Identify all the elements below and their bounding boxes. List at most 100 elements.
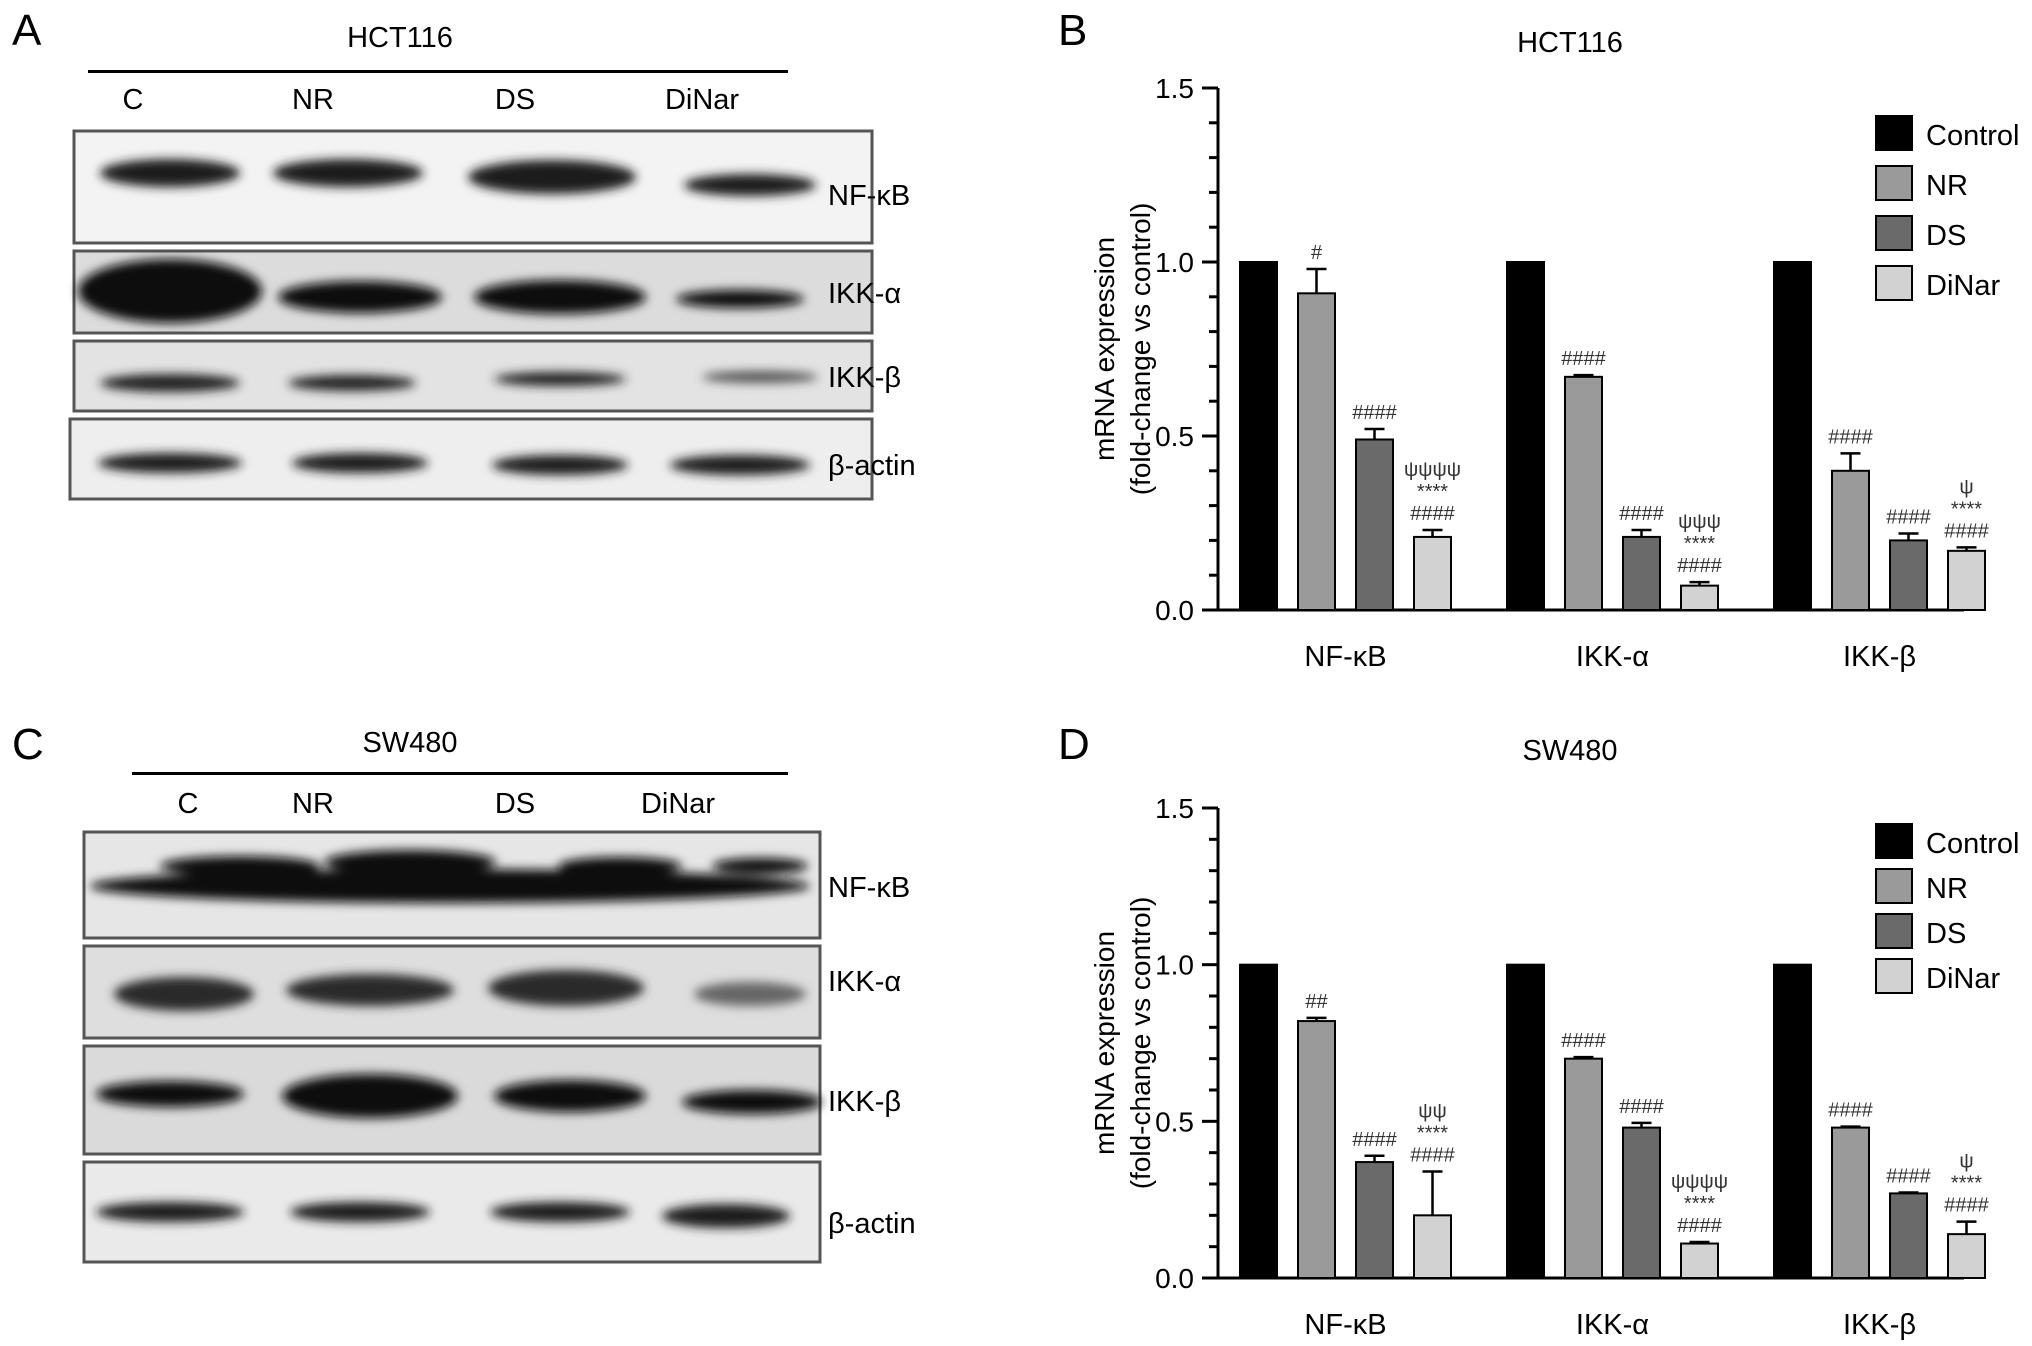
bar-dinar-2	[1680, 1242, 1719, 1279]
x-tick-label: NF-κB	[1304, 1309, 1386, 1341]
y-axis-label-line: mRNA expression	[1089, 931, 1120, 1155]
x-tick-label: IKK-β	[1843, 641, 1916, 673]
y-axis-label-line: mRNA expression	[1089, 237, 1120, 461]
significance-label: ####	[1828, 426, 1873, 448]
significance-label: ψψψψ	[1671, 1171, 1728, 1193]
bar-control-1	[1239, 261, 1278, 611]
blot-a-image	[68, 129, 874, 501]
y-tick-label: 0.0	[1155, 1263, 1194, 1294]
blot-a-lane-dinar: DiNar	[664, 84, 740, 116]
legend-swatch-dinar	[1875, 265, 1913, 301]
bar-control-1	[1239, 963, 1278, 1279]
bar-control-3	[1773, 963, 1812, 1279]
blot-a-label-ikka: IKK-α	[828, 278, 902, 310]
significance-label: ####	[1677, 555, 1722, 577]
bar-nr-3	[1831, 1126, 1870, 1279]
significance-label: ####	[1886, 1165, 1931, 1187]
significance-label: ####	[1410, 503, 1455, 525]
legend-swatch-nr	[1875, 868, 1913, 904]
bar-dinar-2	[1680, 584, 1719, 612]
significance-label: ****	[1684, 533, 1715, 555]
significance-label: ψψψψ	[1404, 459, 1461, 481]
y-axis-label: mRNA expression (fold-change vs control)	[1089, 897, 1156, 1190]
y-tick-label: 1.5	[1155, 73, 1194, 104]
y-tick-label: 1.0	[1155, 950, 1194, 981]
x-tick-label: IKK-α	[1576, 1309, 1649, 1341]
legend-swatch-ds	[1875, 215, 1913, 251]
legend-label-nr: NR	[1926, 873, 1968, 905]
blot-c-strip-nfkb	[82, 830, 822, 940]
significance-label: ####	[1677, 1215, 1722, 1237]
y-tick-label: 1.5	[1155, 793, 1194, 824]
blot-a-strip-bactin	[68, 417, 874, 501]
panel-letter-c: C	[12, 720, 44, 769]
significance-label: ####	[1561, 1030, 1606, 1052]
blot-a-label-bactin: β-actin	[828, 450, 916, 482]
blot-a-lane-c: C	[122, 84, 144, 116]
legend-swatch-nr	[1875, 165, 1913, 201]
significance-label: #	[1311, 242, 1323, 264]
legend-label-nr: NR	[1926, 170, 1968, 202]
blot-c-label-ikka: IKK-α	[828, 966, 902, 998]
x-tick-label: IKK-β	[1843, 1309, 1916, 1341]
significance-label: ψ	[1959, 476, 1973, 498]
legend-swatch-ds	[1875, 913, 1913, 949]
significance-label: ####	[1944, 520, 1989, 542]
blot-a-title: HCT116	[347, 22, 453, 54]
x-tick-label: IKK-α	[1576, 641, 1649, 673]
significance-label: ####	[1352, 402, 1397, 424]
significance-label: ####	[1828, 1100, 1873, 1122]
x-tick-label: NF-κB	[1304, 641, 1386, 673]
significance-label: ##	[1305, 991, 1328, 1013]
bar-control-3	[1773, 261, 1812, 611]
bar-nr-3	[1831, 469, 1870, 611]
legend-label-ds: DS	[1926, 918, 1966, 950]
blot-c-strip-ikkb	[82, 1044, 822, 1156]
bar-nr-2	[1564, 375, 1603, 611]
blot-c-lane-c: C	[177, 788, 199, 820]
panel-letter-b: B	[1058, 6, 1088, 55]
blot-a-lane-nr: NR	[292, 84, 334, 116]
chart-title: SW480	[1522, 735, 1617, 767]
y-axis-label: mRNA expression (fold-change vs control)	[1089, 203, 1156, 496]
bar-ds-2	[1622, 535, 1661, 611]
y-axis-label-line: (fold-change vs control)	[1125, 203, 1156, 496]
blot-c-lane-nr: NR	[292, 788, 334, 820]
blot-c-title: SW480	[362, 727, 458, 759]
blot-c-image	[82, 830, 822, 1264]
blot-a-label-nfkb: NF-κB	[828, 180, 911, 212]
significance-label: ####	[1561, 348, 1606, 370]
significance-label: ****	[1684, 1193, 1715, 1215]
bar-dinar-3	[1947, 549, 1986, 612]
blot-a-header-rule	[88, 70, 788, 73]
significance-label: ψψψ	[1678, 511, 1721, 533]
blot-a-strip-ikkb	[72, 339, 874, 413]
legend-label-ds: DS	[1926, 220, 1966, 252]
blot-c-label-nfkb: NF-κB	[828, 872, 911, 904]
legend-swatch-dinar	[1875, 958, 1913, 994]
y-tick-label: 0.5	[1155, 421, 1194, 452]
blot-c-lane-dinar: DiNar	[640, 788, 716, 820]
bar-dinar-1	[1413, 535, 1452, 611]
panel-letter-a: A	[12, 6, 42, 55]
significance-label: ####	[1410, 1144, 1455, 1166]
blot-a-strip-nfkb	[72, 129, 874, 245]
blot-c-label-ikkb: IKK-β	[828, 1086, 902, 1118]
blot-c-lane-ds: DS	[494, 788, 536, 820]
chart-title: HCT116	[1517, 27, 1623, 59]
legend-swatch-control	[1875, 823, 1913, 859]
bar-ds-2	[1622, 1126, 1661, 1279]
significance-label: ψψ	[1418, 1100, 1447, 1122]
significance-label: ####	[1619, 1096, 1664, 1118]
chart-hct116: HCT116 mRNA expression (fold-change vs con…	[1089, 27, 2020, 673]
bar-ds-1	[1355, 438, 1394, 612]
bar-ds-3	[1889, 1192, 1928, 1279]
blot-c-strip-bactin	[82, 1160, 822, 1264]
bar-control-2	[1506, 963, 1545, 1279]
blot-c-label-bactin: β-actin	[828, 1208, 916, 1240]
legend-label-control: Control	[1926, 120, 2020, 152]
significance-label: ####	[1352, 1129, 1397, 1151]
significance-label: ####	[1886, 506, 1931, 528]
significance-label: ****	[1951, 498, 1982, 520]
y-axis-label-line: (fold-change vs control)	[1125, 897, 1156, 1190]
